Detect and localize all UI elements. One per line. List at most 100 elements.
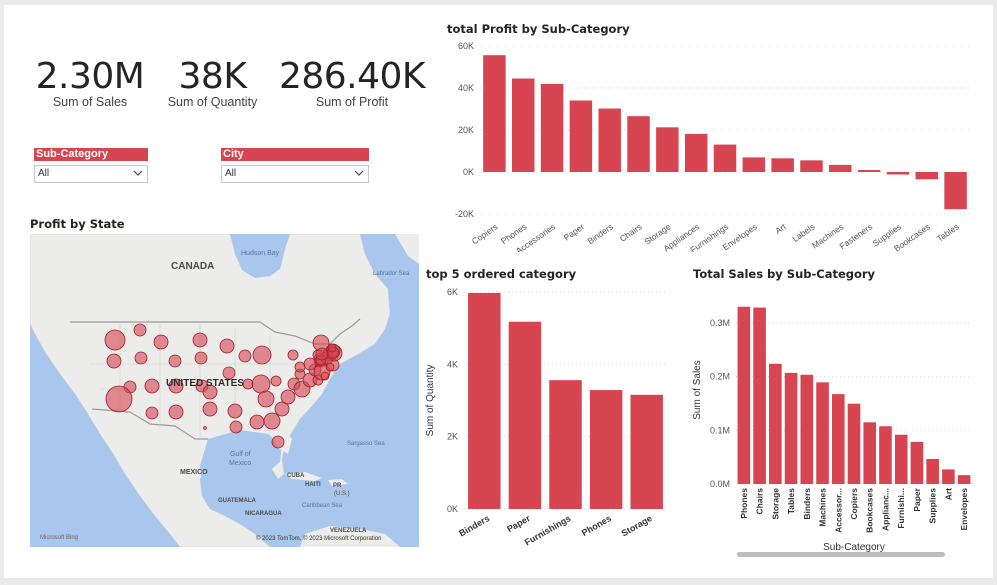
bar[interactable] (829, 164, 852, 172)
sales-by-subcategory-chart[interactable]: 0.0M 0.1M 0.2M 0.3M Phones Chairs Storage Table… (690, 280, 980, 552)
kpi-sales-card[interactable]: 2.30M Sum of Sales (30, 56, 150, 109)
bar[interactable] (915, 172, 939, 180)
state-bubble[interactable] (168, 378, 184, 394)
city-dropdown-value: All (225, 168, 237, 179)
state-bubble[interactable] (106, 353, 122, 369)
state-bubble[interactable] (294, 361, 306, 373)
bar[interactable] (771, 158, 794, 172)
map-label-canada: CANADA (171, 261, 214, 272)
state-bubble[interactable] (145, 406, 159, 420)
state-bubble[interactable] (327, 343, 337, 353)
map-label-guatemala: GUATEMALA (218, 498, 257, 504)
state-bubble[interactable] (263, 412, 281, 430)
bar[interactable] (598, 108, 621, 172)
x-tick-label: Tables (786, 488, 796, 515)
kpi-quantity-label: Sum of Quantity (167, 95, 258, 109)
state-bubble[interactable] (227, 403, 243, 419)
kpi-sales-value: 2.30M (35, 56, 145, 97)
map-copyright: © 2023 TomTom, © 2023 Microsoft Corporat… (256, 535, 381, 542)
state-bubble[interactable] (168, 404, 184, 420)
state-bubble[interactable] (105, 385, 133, 413)
bar[interactable] (630, 394, 663, 509)
state-bubble[interactable] (315, 347, 329, 361)
bar[interactable] (944, 172, 967, 210)
bar[interactable] (713, 144, 737, 172)
state-bubble[interactable] (320, 371, 330, 381)
state-bubble[interactable] (242, 378, 254, 390)
bar[interactable] (508, 321, 542, 509)
bar[interactable] (831, 394, 845, 484)
state-bubble[interactable] (153, 334, 169, 350)
state-bubble[interactable] (270, 375, 282, 387)
bar[interactable] (800, 160, 823, 172)
bar[interactable] (549, 380, 582, 509)
bar[interactable] (879, 426, 892, 484)
map-bubbles (104, 323, 343, 449)
state-bubble[interactable] (252, 345, 272, 365)
kpi-quantity-card[interactable]: 38K Sum of Quantity (160, 56, 265, 109)
state-bubble[interactable] (202, 401, 218, 417)
state-bubble[interactable] (274, 401, 290, 417)
kpi-profit-card[interactable]: 286.40K Sum of Profit (277, 56, 427, 109)
state-bubble[interactable] (104, 329, 126, 351)
state-bubble[interactable] (134, 351, 148, 365)
x-tick-label: Furnishings (523, 513, 573, 547)
x-tick-label: Supplies (928, 488, 938, 524)
state-bubble[interactable] (257, 390, 275, 408)
bar[interactable] (656, 127, 679, 172)
subcategory-dropdown[interactable]: All (34, 165, 148, 183)
bar[interactable] (886, 172, 910, 175)
bar[interactable] (847, 403, 861, 484)
state-bubble[interactable] (194, 351, 208, 365)
bar[interactable] (926, 458, 939, 484)
city-dropdown[interactable]: All (221, 165, 369, 183)
bar[interactable] (569, 100, 593, 172)
bar[interactable] (540, 83, 564, 172)
kpi-profit-value: 286.40K (278, 56, 426, 97)
state-bubble[interactable] (202, 384, 218, 400)
state-bubble[interactable] (203, 426, 207, 430)
state-bubble[interactable] (249, 414, 265, 430)
bar[interactable] (468, 292, 501, 509)
state-bubble[interactable] (133, 323, 147, 337)
state-bubble[interactable] (222, 366, 236, 380)
bar[interactable] (753, 307, 766, 484)
bar[interactable] (769, 363, 782, 484)
state-bubble[interactable] (229, 420, 243, 434)
bar[interactable] (511, 78, 535, 172)
bar[interactable] (737, 306, 751, 484)
bar[interactable] (483, 55, 506, 172)
bar[interactable] (800, 374, 814, 484)
bar[interactable] (942, 469, 955, 484)
bar[interactable] (589, 390, 623, 509)
profit-by-state-map[interactable]: CANADA UNITED STATES MEXICO Hudson Bay L… (30, 234, 419, 547)
x-tick-label: Storage (620, 513, 654, 538)
state-bubble[interactable] (144, 378, 160, 394)
state-bubble[interactable] (303, 357, 317, 371)
bar[interactable] (957, 475, 971, 484)
state-bubble[interactable] (287, 349, 299, 361)
map-label-pr-1: PR (333, 483, 342, 489)
bar[interactable] (863, 422, 877, 484)
y-axis-title: Sum of Sales (692, 360, 703, 419)
state-bubble[interactable] (192, 332, 208, 348)
bar[interactable] (742, 157, 766, 172)
bar[interactable] (894, 434, 908, 484)
state-bubble[interactable] (271, 435, 285, 449)
bar[interactable] (684, 133, 708, 172)
state-bubble[interactable] (280, 389, 296, 405)
y-tick-label: 20K (458, 125, 474, 135)
bar[interactable] (857, 170, 881, 172)
state-bubble[interactable] (168, 354, 182, 368)
map-label-sargasso: Sargasso Sea (347, 441, 385, 447)
state-bubble[interactable] (238, 349, 252, 363)
bar[interactable] (627, 116, 650, 172)
state-bubble[interactable] (251, 374, 271, 394)
state-bubble[interactable] (219, 338, 235, 354)
bar[interactable] (910, 441, 924, 484)
bar[interactable] (816, 382, 829, 484)
chart-scrollbar[interactable] (737, 552, 945, 557)
bar[interactable] (784, 372, 798, 484)
